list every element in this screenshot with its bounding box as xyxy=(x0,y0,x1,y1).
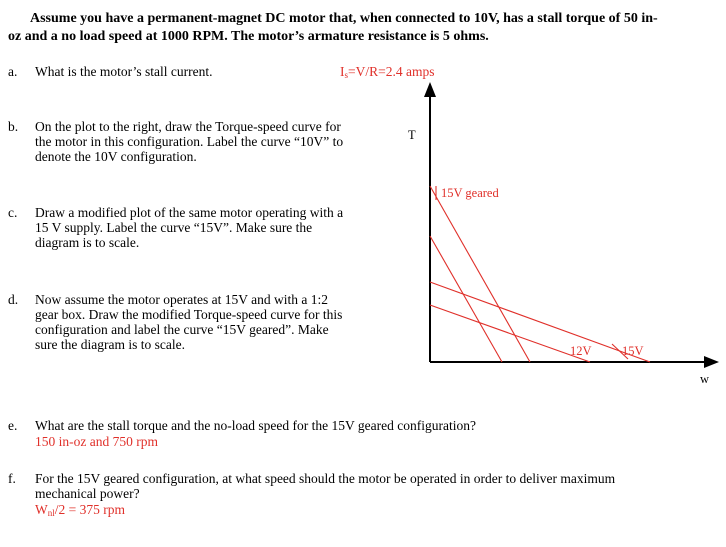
item-question: On the plot to the right, draw the Torqu… xyxy=(35,119,343,164)
intro-line: Assume you have a permanent-magnet DC mo… xyxy=(30,11,658,26)
question-line: What is the motor’s stall current. xyxy=(35,64,213,79)
answer-text: /2 = 375 rpm xyxy=(54,502,126,517)
curve-label: 12V xyxy=(570,344,592,358)
item-letter: d. xyxy=(8,292,19,307)
item-question: What is the motor’s stall current. xyxy=(35,64,212,79)
curve xyxy=(611,343,629,360)
question-line: 15 V supply. Label the curve “15V”. Make… xyxy=(35,220,313,235)
question-line: the motor in this configuration. Label t… xyxy=(35,134,344,149)
intro: Assume you have a permanent-magnet DC mo… xyxy=(8,11,658,44)
x-axis-label: w xyxy=(700,372,709,386)
item-letter: f. xyxy=(8,471,16,486)
answer-line: Is=V/R=2.4 amps xyxy=(340,64,435,83)
question-line: mechanical power? xyxy=(35,486,140,501)
answer-text: 150 in-oz and 750 rpm xyxy=(35,434,158,449)
question-line: denote the 10V configuration. xyxy=(35,149,197,164)
item-question: Draw a modified plot of the same motor o… xyxy=(35,205,343,250)
y-arrow xyxy=(424,82,436,97)
item-question: What are the stall torque and the no-loa… xyxy=(35,418,476,433)
answer-text: nl xyxy=(47,508,55,518)
item-question: For the 15V geared configuration, at wha… xyxy=(35,471,615,501)
item-answer: Is=V/R=2.4 amps xyxy=(340,64,435,83)
curves xyxy=(429,185,651,363)
item-letter: a. xyxy=(8,64,18,79)
intro-line: oz and a no load speed at 1000 RPM. The … xyxy=(8,29,489,44)
item-letter: b. xyxy=(8,119,19,134)
answer-line: Wnl/2 = 375 rpm xyxy=(35,502,125,521)
answer-text: =V/R=2.4 amps xyxy=(348,64,435,79)
question-line: Draw a modified plot of the same motor o… xyxy=(35,205,344,220)
curve-label: 15V geared xyxy=(441,186,499,200)
curve xyxy=(429,281,651,363)
curve-label: 15V xyxy=(622,344,644,358)
question-line: sure the diagram is to scale. xyxy=(35,337,185,352)
question-line: What are the stall torque and the no-loa… xyxy=(35,418,476,433)
item-question: Now assume the motor operates at 15V and… xyxy=(35,292,342,352)
curve xyxy=(429,235,503,363)
item-letter: c. xyxy=(8,205,18,220)
question-line: diagram is to scale. xyxy=(35,235,140,250)
curve xyxy=(429,304,591,363)
answer-text: I xyxy=(340,64,345,79)
x-arrow xyxy=(704,356,719,368)
question-line: Now assume the motor operates at 15V and… xyxy=(35,292,328,307)
y-axis-label: T xyxy=(408,128,416,142)
item-answer: Wnl/2 = 375 rpm xyxy=(35,502,125,521)
item-letter: e. xyxy=(8,418,18,433)
answer-text: s xyxy=(344,70,349,80)
answer-text: W xyxy=(35,502,48,517)
question-line: gear box. Draw the modified Torque-speed… xyxy=(35,307,343,322)
answer-line: 150 in-oz and 750 rpm xyxy=(35,434,158,449)
curve xyxy=(429,185,531,363)
question-line: For the 15V geared configuration, at wha… xyxy=(35,471,616,486)
question-line: configuration and label the curve “15V g… xyxy=(35,322,329,337)
question-line: On the plot to the right, draw the Torqu… xyxy=(35,119,341,134)
item-answer: 150 in-oz and 750 rpm xyxy=(35,434,158,449)
